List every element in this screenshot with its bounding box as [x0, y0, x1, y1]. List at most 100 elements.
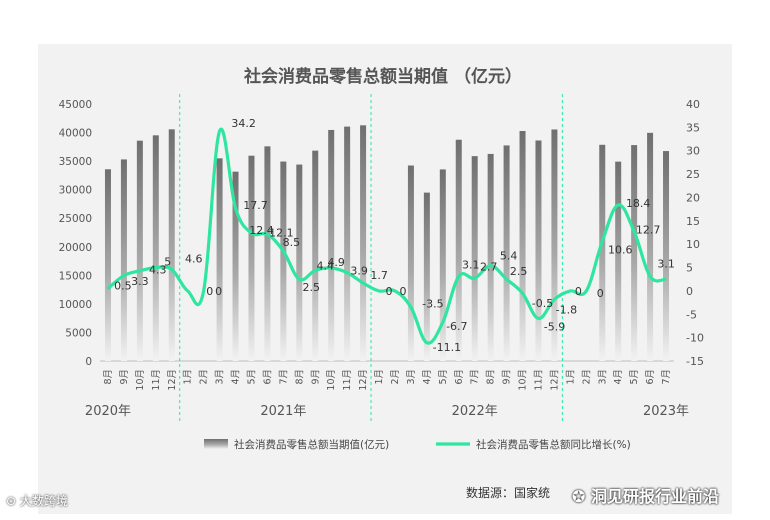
month-tick-label: 5月: [629, 369, 640, 385]
left-tick-label: 45000: [59, 99, 92, 111]
right-tick-label: 15: [686, 215, 700, 228]
legend-line-label: 社会消费品零售总额同比增长(%): [476, 438, 631, 451]
retail-sales-bar: [312, 150, 319, 361]
retail-sales-bar: [439, 169, 446, 361]
growth-rate-point: [266, 233, 269, 236]
growth-rate-point: [665, 278, 667, 281]
growth-rate-point: [282, 250, 285, 252]
data-label: 0: [215, 285, 222, 298]
month-tick-label: 11月: [342, 369, 353, 391]
growth-rate-point: [505, 278, 508, 281]
left-tick-label: 15000: [59, 270, 92, 282]
retail-sales-bar: [120, 159, 127, 361]
chart-title: 社会消费品零售总额当期值 （亿元）: [243, 66, 522, 87]
growth-rate-point: [186, 290, 189, 292]
growth-rate-point: [107, 287, 109, 290]
data-label: 12.4: [249, 224, 274, 237]
data-label: 2.5: [303, 281, 321, 294]
data-label: 3.3: [131, 275, 149, 288]
growth-rate-point: [617, 204, 619, 206]
month-tick-label: 5月: [438, 369, 449, 385]
data-label: 3.9: [350, 265, 368, 278]
legend-bar-swatch: [204, 439, 228, 449]
retail-sales-bar: [296, 164, 303, 361]
chart-card: 社会消费品零售总额当期值 （亿元） 0 5000 10000 15000 20000 25…: [38, 44, 732, 514]
data-label: 5: [164, 255, 171, 268]
month-tick-label: 12月: [358, 369, 369, 391]
month-tick-label: 4月: [422, 369, 433, 385]
retail-sales-bar: [647, 132, 654, 361]
growth-rate-point: [234, 207, 237, 210]
year-label: 2023年: [643, 404, 689, 419]
source-note: 数据源：国家统: [466, 486, 551, 500]
left-tick-label: 25000: [59, 213, 92, 225]
month-tick-label: 2月: [390, 369, 401, 385]
month-tick-label: 7月: [470, 369, 481, 385]
month-tick-label: 11月: [151, 369, 162, 391]
retail-sales-bar: [423, 192, 430, 361]
month-tick-label: 9月: [119, 369, 130, 385]
retail-sales-bar: [264, 146, 271, 361]
retail-sales-bar: [551, 129, 558, 361]
month-tick-label: 8月: [486, 369, 497, 385]
growth-rate-point: [170, 268, 173, 271]
month-tick-label: 4月: [231, 369, 242, 385]
retail-sales-bar: [599, 144, 606, 361]
left-tick-label: 40000: [59, 128, 92, 140]
data-label: 3.1: [462, 258, 480, 271]
data-label: -11.1: [433, 341, 461, 354]
data-label: 0: [206, 285, 213, 298]
month-tick-label: 3月: [406, 369, 417, 385]
right-tick-label: 20: [686, 191, 700, 204]
growth-rate-point: [314, 269, 317, 272]
growth-rate-point: [633, 230, 635, 233]
month-tick-label: 4月: [613, 369, 624, 385]
retail-sales-bar: [487, 153, 494, 361]
month-tick-label: 9月: [310, 369, 321, 385]
data-label: 8.5: [283, 236, 301, 249]
logo-icon: ⊙: [6, 494, 17, 508]
retail-sales-bar: [168, 129, 175, 361]
data-label: 10.6: [608, 243, 633, 256]
month-tick-label: 10月: [135, 369, 146, 391]
left-tick-label: 10000: [59, 299, 92, 311]
retail-sales-bar: [535, 140, 542, 361]
right-tick-label: 35: [686, 121, 700, 134]
retail-sales-bar: [663, 151, 670, 361]
right-tick-label: 10: [686, 238, 700, 251]
retail-sales-bar: [519, 131, 526, 361]
data-label: 17.7: [243, 199, 268, 212]
data-label: 12.7: [636, 224, 661, 237]
month-tick-label: 9月: [502, 369, 513, 385]
data-label: -0.5: [532, 297, 553, 310]
data-label: 2.7: [480, 260, 498, 273]
right-tick-label: 5: [686, 262, 693, 275]
retail-sales-bar: [104, 169, 111, 361]
retail-sales-bar: [248, 155, 255, 361]
retail-sales-bar: [631, 145, 638, 361]
data-label: 4.9: [327, 256, 345, 269]
retail-sales-bar: [136, 140, 143, 361]
month-tick-label: 1月: [374, 369, 385, 385]
retail-sales-bar: [152, 135, 159, 361]
growth-rate-point: [426, 341, 428, 344]
growth-rate-line: [106, 127, 667, 345]
growth-rate-point: [649, 275, 651, 278]
growth-rate-point: [410, 306, 412, 309]
right-tick-label: 40: [686, 98, 700, 111]
data-label: 3.1: [657, 257, 675, 270]
wechat-icon: ✪: [572, 487, 586, 506]
retail-sales-bar: [471, 156, 478, 361]
data-label: -6.7: [446, 320, 467, 333]
left-tick-label: 5000: [65, 327, 92, 339]
growth-rate-point: [298, 278, 301, 281]
retail-sales-bar: [216, 158, 223, 361]
growth-rate-point: [569, 290, 572, 292]
month-tick-label: 12月: [167, 369, 178, 391]
left-tick-label: 35000: [59, 156, 92, 168]
growth-rate-point: [346, 271, 348, 274]
retail-sales-bar: [344, 126, 351, 361]
retail-sales-bar: [503, 145, 510, 361]
growth-rate-point: [155, 266, 157, 269]
year-label: 2020年: [85, 404, 131, 419]
